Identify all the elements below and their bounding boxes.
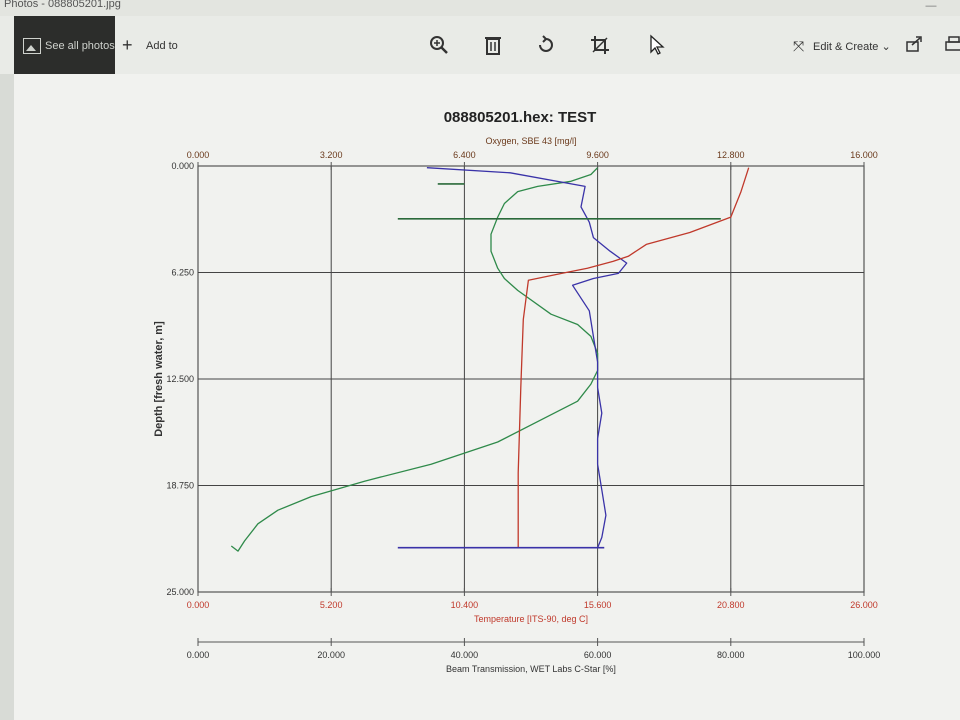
- minimize-icon[interactable]: —: [925, 0, 937, 12]
- see-all-photos-label: See all photos: [45, 40, 115, 52]
- x-tick-label: 9.600: [586, 150, 609, 160]
- y-axis-label: Depth [fresh water, m]: [153, 321, 165, 437]
- x-tick-label: 80.000: [717, 650, 745, 660]
- photos-icon: [23, 38, 41, 54]
- window-titlebar: Photos - 088805201.jpg —: [0, 0, 960, 16]
- y-tick-label: 25.000: [166, 587, 194, 597]
- x-tick-label: 12.800: [717, 150, 745, 160]
- x-axis-label: Temperature [ITS-90, deg C]: [474, 614, 588, 624]
- edit-create-button[interactable]: Edit & Create ⌄: [813, 41, 891, 53]
- y-tick-label: 6.250: [171, 268, 194, 278]
- edit-create-icon[interactable]: ⤧: [793, 38, 805, 54]
- x-axis-label: Oxygen, SBE 43 [mg/l]: [485, 136, 576, 146]
- x-tick-label: 20.800: [717, 600, 745, 610]
- zoom-icon[interactable]: [427, 34, 451, 58]
- x-tick-label: 0.000: [187, 150, 210, 160]
- add-to-button[interactable]: Add to: [146, 40, 178, 52]
- print-icon[interactable]: [942, 34, 960, 58]
- x-tick-label: 40.000: [451, 650, 479, 660]
- plus-icon[interactable]: +: [122, 35, 133, 55]
- window-title: Photos - 088805201.jpg: [4, 0, 121, 10]
- x-tick-label: 26.000: [850, 600, 878, 610]
- edit-create-label: Edit & Create: [813, 41, 879, 53]
- x-tick-label: 0.000: [187, 600, 210, 610]
- series-line: [517, 167, 750, 548]
- y-tick-label: 0.000: [171, 161, 194, 171]
- series-line: [426, 167, 628, 548]
- y-tick-label: 18.750: [166, 481, 194, 491]
- x-tick-label: 0.000: [187, 650, 210, 660]
- x-tick-label: 5.200: [320, 600, 343, 610]
- photos-toolbar: [0, 16, 960, 74]
- x-tick-label: 3.200: [320, 150, 343, 160]
- x-tick-label: 20.000: [317, 650, 345, 660]
- see-all-photos-button[interactable]: See all photos: [14, 16, 115, 74]
- x-tick-label: 10.400: [451, 600, 479, 610]
- crop-icon[interactable]: [588, 34, 612, 58]
- photo-canvas: [14, 74, 960, 720]
- share-icon[interactable]: [902, 34, 926, 58]
- series-line: [230, 167, 599, 552]
- x-axis-label: Beam Transmission, WET Labs C-Star [%]: [446, 664, 616, 674]
- chart-title: 088805201.hex: TEST: [443, 109, 597, 126]
- y-tick-label: 12.500: [166, 374, 194, 384]
- x-tick-label: 15.600: [584, 600, 612, 610]
- x-tick-label: 16.000: [850, 150, 878, 160]
- mouse-cursor-icon: [645, 34, 669, 58]
- x-tick-label: 60.000: [584, 650, 612, 660]
- x-tick-label: 6.400: [453, 150, 476, 160]
- x-tick-label: 100.000: [848, 650, 881, 660]
- rotate-icon[interactable]: [534, 34, 558, 58]
- delete-icon[interactable]: [481, 34, 505, 58]
